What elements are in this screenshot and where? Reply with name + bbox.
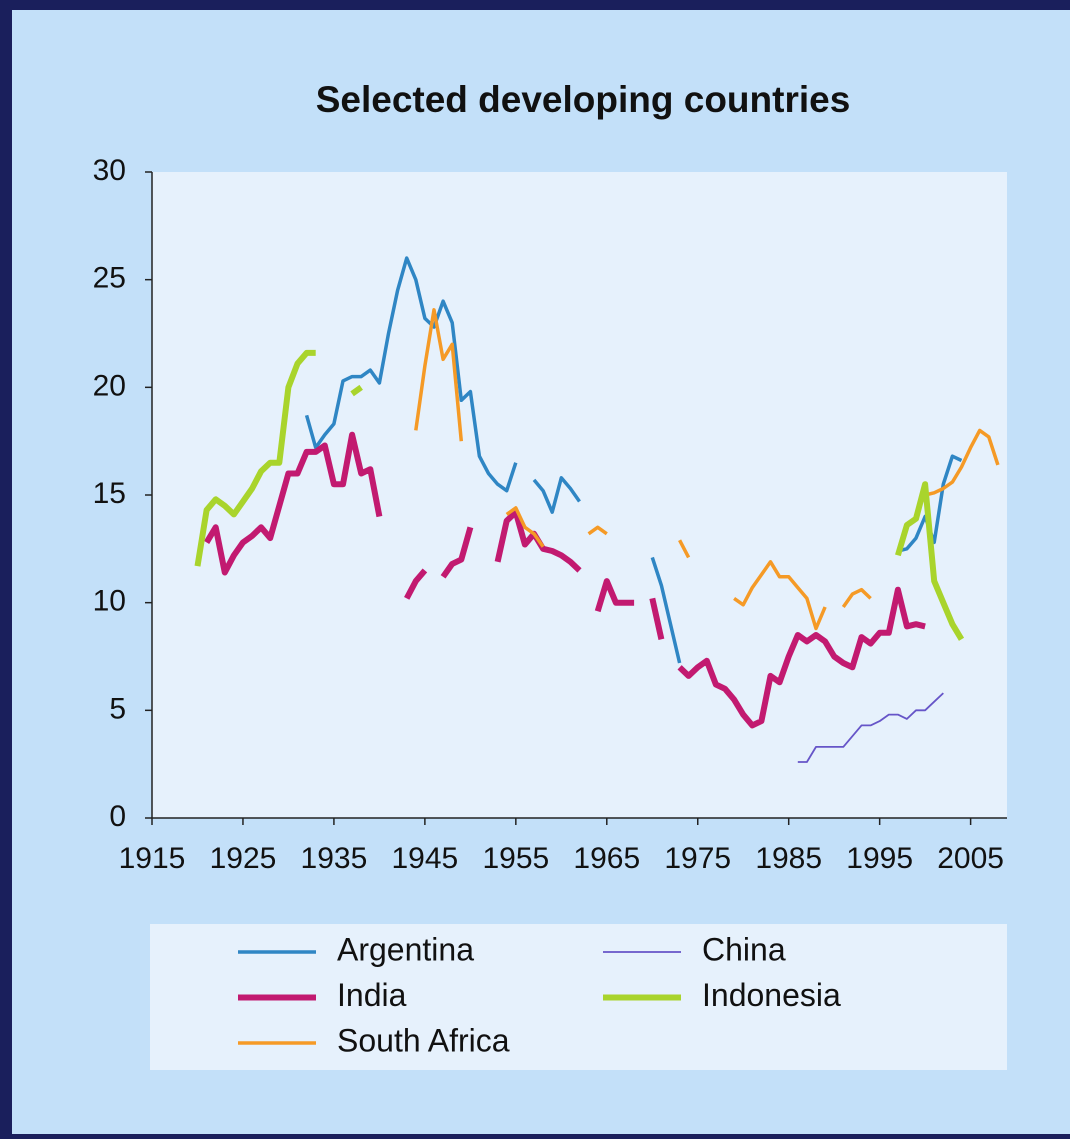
plot-area [152,172,1007,818]
x-tick-label: 1985 [755,842,822,875]
y-tick-label: 20 [93,369,126,402]
x-tick-label: 1925 [210,842,277,875]
x-tick-label: 1965 [573,842,640,875]
x-tick-label: 1955 [482,842,549,875]
legend-label: China [702,931,786,967]
series-line [304,256,963,664]
y-tick-label: 0 [109,800,126,833]
x-tick-label: 1975 [664,842,731,875]
legend-label: Indonesia [702,977,841,1013]
x-tick-label: 2005 [937,842,1004,875]
chart-title: Selected developing countries [316,79,851,120]
legend-label: South Africa [337,1022,510,1058]
y-tick-label: 15 [93,477,126,510]
x-tick-label: 1945 [391,842,458,875]
y-tick-label: 5 [109,692,126,725]
x-tick-label: 1915 [119,842,186,875]
y-tick-label: 30 [93,154,126,187]
x-tick-label: 1935 [301,842,368,875]
legend-label: India [337,977,407,1013]
legend-label: Argentina [337,931,474,967]
y-tick-label: 10 [93,585,126,618]
y-tick-label: 25 [93,262,126,295]
series-line [414,308,1000,631]
x-tick-label: 1995 [846,842,913,875]
series-line [797,692,944,763]
series-line [194,349,965,641]
